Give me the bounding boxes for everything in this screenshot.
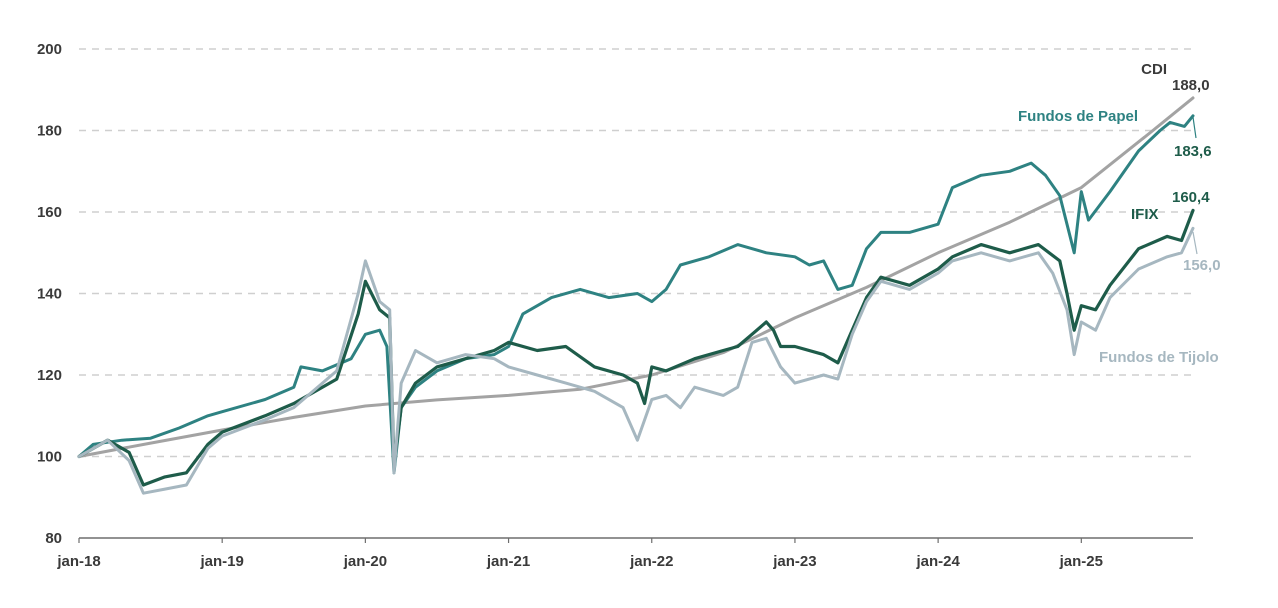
series-line-ifix — [77, 208, 1195, 487]
x-tick-label: jan-18 — [56, 553, 100, 570]
fundos-tijolo-label: Fundos de Tijolo — [1099, 349, 1219, 366]
y-tick-label: 80 — [45, 530, 62, 547]
series-line-fundos-de-papel — [77, 114, 1195, 475]
x-tick-label: jan-25 — [1059, 553, 1103, 570]
cdi-label: CDI — [1141, 61, 1167, 78]
ifix-end-value: 160,4 — [1172, 189, 1210, 206]
fundos-papel-end-value: 183,6 — [1174, 143, 1212, 160]
x-tick-label: jan-22 — [629, 553, 673, 570]
x-tick-label: jan-21 — [486, 553, 530, 570]
y-tick-labels: 80 100 120 140 160 180 200 — [37, 41, 62, 547]
series-line-fundos-de-tijolo — [77, 226, 1195, 495]
fundos-papel-leader — [1192, 116, 1197, 139]
y-tick-label: 100 — [37, 449, 62, 466]
y-tick-label: 180 — [37, 123, 62, 140]
fundos-papel-label: Fundos de Papel — [1018, 108, 1138, 125]
y-tick-label: 120 — [37, 367, 62, 384]
series-line-cdi — [77, 96, 1195, 458]
x-tick-labels: jan-18 jan-19 jan-20 jan-21 jan-22 jan-23 jan-… — [56, 538, 1103, 570]
gridlines — [79, 48, 1193, 458]
series-lines — [77, 96, 1195, 495]
label-leaders — [1192, 116, 1198, 255]
cdi-end-value: 188,0 — [1172, 77, 1210, 94]
y-tick-label: 140 — [37, 286, 62, 303]
y-tick-label: 160 — [37, 204, 62, 221]
x-tick-label: jan-19 — [200, 553, 244, 570]
fundos-tijolo-end-value: 156,0 — [1183, 257, 1221, 274]
x-tick-label: jan-24 — [915, 553, 960, 570]
series-labels: CDI 188,0 Fundos de Papel 183,6 160,4 IF… — [1018, 61, 1221, 366]
fundos-tijolo-leader — [1192, 231, 1198, 255]
x-tick-label: jan-23 — [772, 553, 816, 570]
y-tick-label: 200 — [37, 41, 62, 58]
ifix-label: IFIX — [1131, 206, 1159, 223]
x-tick-label: jan-20 — [343, 553, 387, 570]
